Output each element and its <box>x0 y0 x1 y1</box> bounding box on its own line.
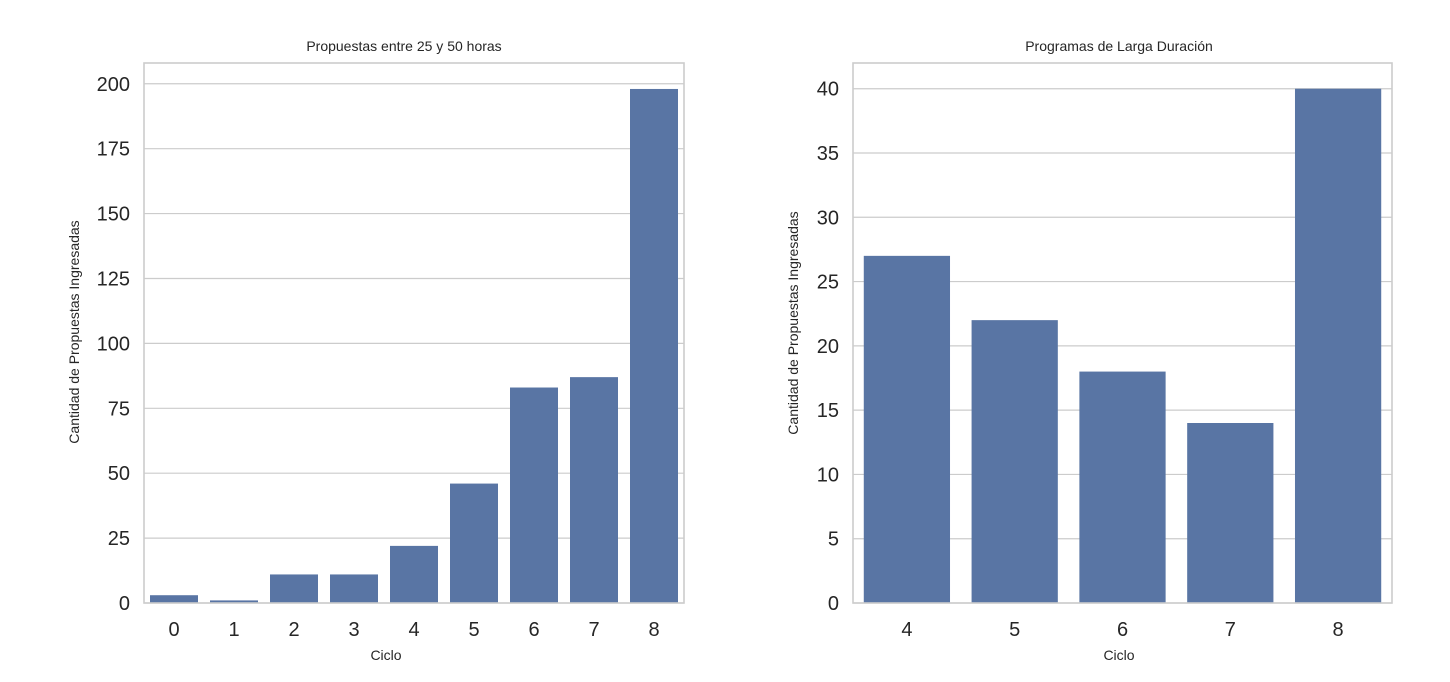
bar <box>450 483 498 603</box>
bar <box>570 377 618 603</box>
x-tick-label: 2 <box>288 619 299 641</box>
chart-left: Propuestas entre 25 y 50 horas Ciclo Can… <box>66 38 685 663</box>
y-tick-label: 100 <box>97 333 130 355</box>
y-tick-label: 30 <box>817 207 839 229</box>
bar <box>1294 88 1382 603</box>
y-tick-label: 40 <box>817 79 839 101</box>
bar <box>330 574 378 603</box>
x-axis-label: Ciclo <box>370 647 401 663</box>
bar <box>150 595 198 603</box>
y-tick-label: 75 <box>108 398 130 420</box>
x-tick-label: 8 <box>648 619 659 641</box>
y-tick-label: 125 <box>97 268 130 290</box>
y-tick-label: 20 <box>817 336 839 358</box>
x-tick-label: 0 <box>168 619 179 641</box>
y-tick-label: 15 <box>817 400 839 422</box>
x-tick-label: 6 <box>528 619 539 641</box>
y-tick-label: 200 <box>97 74 130 96</box>
y-tick-label: 50 <box>108 463 130 485</box>
bar <box>971 320 1058 603</box>
x-tick-label: 7 <box>1225 619 1236 641</box>
x-tick-label: 1 <box>228 619 239 641</box>
bar <box>1079 371 1166 603</box>
x-axis-label: Ciclo <box>1103 647 1134 663</box>
x-tick-label: 4 <box>901 619 912 641</box>
y-tick-label: 35 <box>817 143 839 165</box>
y-tick-label: 150 <box>97 204 130 226</box>
bar <box>630 88 678 603</box>
bar <box>1187 423 1274 603</box>
y-tick-label: 10 <box>817 464 839 486</box>
x-tick-label: 5 <box>468 619 479 641</box>
plot-frame <box>143 62 685 604</box>
y-tick-label: 25 <box>817 272 839 294</box>
bar <box>510 387 558 603</box>
bar <box>270 574 318 603</box>
y-axis-label: Cantidad de Propuestas Ingresadas <box>66 220 82 443</box>
x-tick-label: 5 <box>1009 619 1020 641</box>
x-tick-label: 6 <box>1117 619 1128 641</box>
x-tick-label: 4 <box>408 619 419 641</box>
bar <box>210 600 258 603</box>
chart-right: Programas de Larga Duración Ciclo Cantid… <box>785 38 1393 663</box>
y-tick-label: 5 <box>828 529 839 551</box>
x-tick-label: 3 <box>348 619 359 641</box>
bar <box>863 255 951 603</box>
y-tick-label: 0 <box>119 593 130 615</box>
chart-title: Programas de Larga Duración <box>1025 38 1213 54</box>
x-tick-label: 7 <box>588 619 599 641</box>
x-tick-label: 8 <box>1333 619 1344 641</box>
bar <box>390 545 438 603</box>
plot-frame <box>852 62 1393 604</box>
y-axis-label: Cantidad de Propuestas Ingresadas <box>785 211 801 434</box>
y-tick-label: 25 <box>108 528 130 550</box>
y-tick-label: 175 <box>97 139 130 161</box>
y-tick-label: 0 <box>828 593 839 615</box>
chart-title: Propuestas entre 25 y 50 horas <box>306 38 501 54</box>
